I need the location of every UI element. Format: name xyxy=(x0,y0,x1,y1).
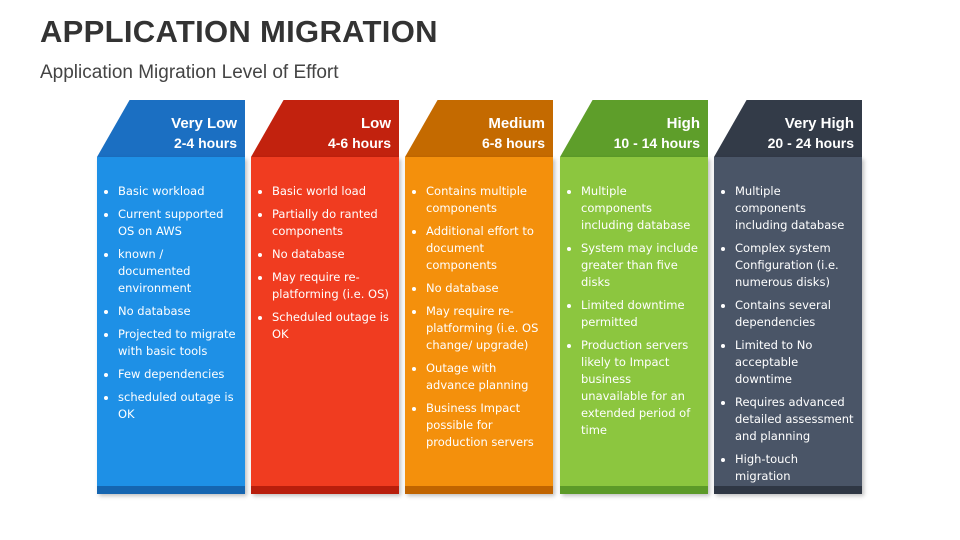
subtitle: Application Migration Level of Effort xyxy=(40,62,339,83)
list-item: No database xyxy=(272,246,391,263)
list-item: Contains several dependencies xyxy=(735,297,854,331)
column-footer xyxy=(714,486,862,494)
list-item: known / documented environment xyxy=(118,246,237,297)
effort-column: Medium 6-8 hours Contains multiple compone… xyxy=(405,100,553,494)
column-body: Basic world load Partially do ranted comp… xyxy=(251,157,399,494)
hours-label: 4-6 hours xyxy=(327,135,391,151)
column-body: Contains multiple components Additional e… xyxy=(405,157,553,494)
column-header: Medium 6-8 hours xyxy=(405,100,553,157)
list-item: Projected to migrate with basic tools xyxy=(118,326,237,360)
list-item: No database xyxy=(118,303,237,320)
level-label: Very High xyxy=(784,115,854,132)
list-item: Basic world load xyxy=(272,183,391,200)
effort-column: Very High 20 - 24 hours Multiple component… xyxy=(714,100,862,494)
effort-column: Low 4-6 hours Basic world load Partially do… xyxy=(251,100,399,494)
list-item: Few dependencies xyxy=(118,366,237,383)
title: APPLICATION MIGRATION xyxy=(40,14,438,49)
list-item: High-touch migration xyxy=(735,451,854,485)
list-item: Current supported OS on AWS xyxy=(118,206,237,240)
item-list: Basic workload Current supported OS on AW… xyxy=(97,157,245,423)
list-item: May require re-platforming (i.e. OS chan… xyxy=(426,303,545,354)
list-item: Production servers likely to Impact busi… xyxy=(581,337,700,439)
column-header: Very Low 2-4 hours xyxy=(97,100,245,157)
list-item: Basic workload xyxy=(118,183,237,200)
list-item: Limited downtime permitted xyxy=(581,297,700,331)
list-item: Complex system Configuration (i.e. numer… xyxy=(735,240,854,291)
list-item: Business Impact possible for production … xyxy=(426,400,545,451)
item-list: Multiple components including database Co… xyxy=(714,157,862,485)
list-item: System may include greater than five dis… xyxy=(581,240,700,291)
list-item: No database xyxy=(426,280,545,297)
level-label: Very Low xyxy=(171,115,237,132)
list-item: May require re-platforming (i.e. OS) xyxy=(272,269,391,303)
hours-label: 2-4 hours xyxy=(173,135,237,151)
column-footer xyxy=(97,486,245,494)
column-footer xyxy=(405,486,553,494)
list-item: Contains multiple components xyxy=(426,183,545,217)
column-header: Low 4-6 hours xyxy=(251,100,399,157)
item-list: Basic world load Partially do ranted comp… xyxy=(251,157,399,343)
column-body: Basic workload Current supported OS on AW… xyxy=(97,157,245,494)
list-item: Additional effort to document components xyxy=(426,223,545,274)
level-label: High xyxy=(666,115,700,132)
item-list: Multiple components including database Sy… xyxy=(560,157,708,439)
hours-label: 10 - 14 hours xyxy=(613,135,700,151)
item-list: Contains multiple components Additional e… xyxy=(405,157,553,451)
hours-label: 20 - 24 hours xyxy=(767,135,854,151)
list-item: Partially do ranted components xyxy=(272,206,391,240)
column-body: Multiple components including database Sy… xyxy=(560,157,708,494)
list-item: Multiple components including database xyxy=(735,183,854,234)
level-label: Medium xyxy=(488,115,545,132)
effort-column: High 10 - 14 hours Multiple components inc… xyxy=(560,100,708,494)
list-item: Scheduled outage is OK xyxy=(272,309,391,343)
list-item: scheduled outage is OK xyxy=(118,389,237,423)
hours-label: 6-8 hours xyxy=(481,135,545,151)
column-body: Multiple components including database Co… xyxy=(714,157,862,494)
level-label: Low xyxy=(361,115,391,132)
list-item: Limited to No acceptable downtime xyxy=(735,337,854,388)
column-header: High 10 - 14 hours xyxy=(560,100,708,157)
column-footer xyxy=(251,486,399,494)
list-item: Requires advanced detailed assessment an… xyxy=(735,394,854,445)
effort-column: Very Low 2-4 hours Basic workload Current s… xyxy=(97,100,245,494)
column-footer xyxy=(560,486,708,494)
column-header: Very High 20 - 24 hours xyxy=(714,100,862,157)
list-item: Multiple components including database xyxy=(581,183,700,234)
list-item: Outage with advance planning xyxy=(426,360,545,394)
